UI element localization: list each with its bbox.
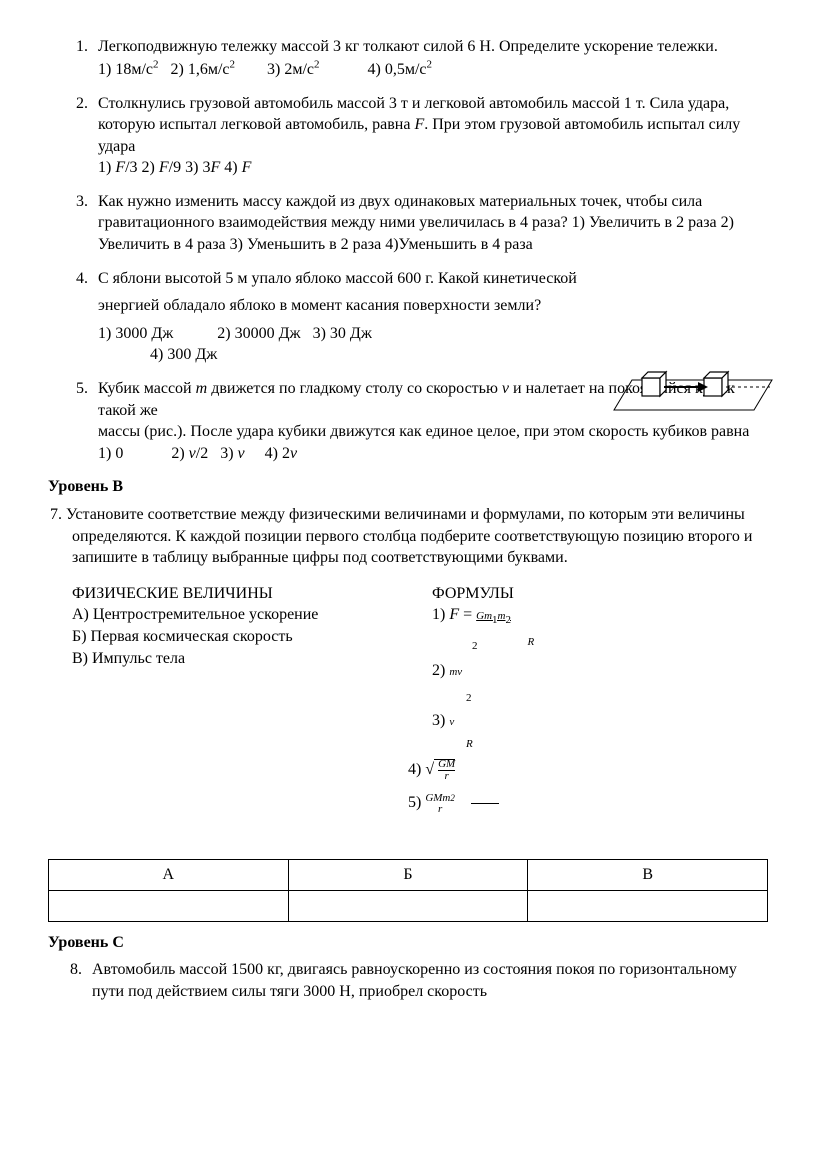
q7-right-hdr: ФОРМУЛЫ [432,583,768,605]
q1-text: Легкоподвижную тележку массой 3 кг толка… [98,38,718,55]
problem-8: 8.Автомобиль массой 1500 кг, двигаясь ра… [92,959,768,1002]
answer-cell-a[interactable] [49,890,289,921]
formula-1: 1) F = Gm1m2 [432,604,768,628]
formula-1b: 2 R [472,630,768,654]
formula-4: 4) √ GM r [408,759,768,782]
answer-col-b: Б [288,859,528,890]
q2-text: Столкнулись грузовой автомобиль массой 3… [98,95,740,155]
problem-3: Как нужно изменить массу каждой из двух … [92,191,768,256]
q7-text: . Установите соответствие между физическ… [58,506,752,566]
formula-2: 2) mv [432,660,768,682]
q7-num: 7 [50,506,58,523]
q4-line1: С яблони высотой 5 м упало яблоко массой… [98,268,768,290]
answer-col-a: А [49,859,289,890]
q2-options: 1) F/3 2) F/9 3) 3F 4) F [98,159,251,176]
formula-3b: R [466,732,768,754]
q3-text: Как нужно изменить массу каждой из двух … [98,193,734,253]
answer-cell-v[interactable] [528,890,768,921]
q7-quantities: ФИЗИЧЕСКИЕ ВЕЛИЧИНЫ А) Центростремительн… [72,583,392,819]
problem-5: Кубик массой m движется по гладкому стол… [92,378,768,464]
problem-2: Столкнулись грузовой автомобиль массой 3… [92,93,768,179]
q5-options: 1) 0 2) v/2 3) v 4) 2v [98,445,297,462]
formula-2b: 2 [466,682,768,706]
q7-a: А) Центростремительное ускорение [72,604,392,626]
q1-options: 1) 18м/с2 2) 1,6м/с2 3) 2м/с2 4) 0,5м/с2 [98,61,432,78]
formula-3: 3) v [432,710,768,732]
level-c-header: Уровень С [48,932,768,954]
q7-b: Б) Первая космическая скорость [72,626,392,648]
formula-5: 5) GMm2 r [408,792,768,814]
level-b-header: Уровень В [48,476,768,498]
answer-col-v: В [528,859,768,890]
q8-text: Автомобиль массой 1500 кг, двигаясь равн… [92,961,737,1000]
answer-cell-b[interactable] [288,890,528,921]
q8-num: 8. [70,959,92,981]
cubes-figure [604,340,774,428]
q7-left-hdr: ФИЗИЧЕСКИЕ ВЕЛИЧИНЫ [72,583,392,605]
q7-v: В) Импульс тела [72,648,392,670]
problem-7: 7. Установите соответствие между физичес… [72,504,768,819]
problem-1: Легкоподвижную тележку массой 3 кг толка… [92,36,768,81]
q7-formulas: ФОРМУЛЫ 1) F = Gm1m2 2 R 2) mv 2 3) v R [432,583,768,819]
q4-line2: энергией обладало яблоко в момент касани… [98,295,768,317]
answer-table: А Б В [48,859,768,922]
